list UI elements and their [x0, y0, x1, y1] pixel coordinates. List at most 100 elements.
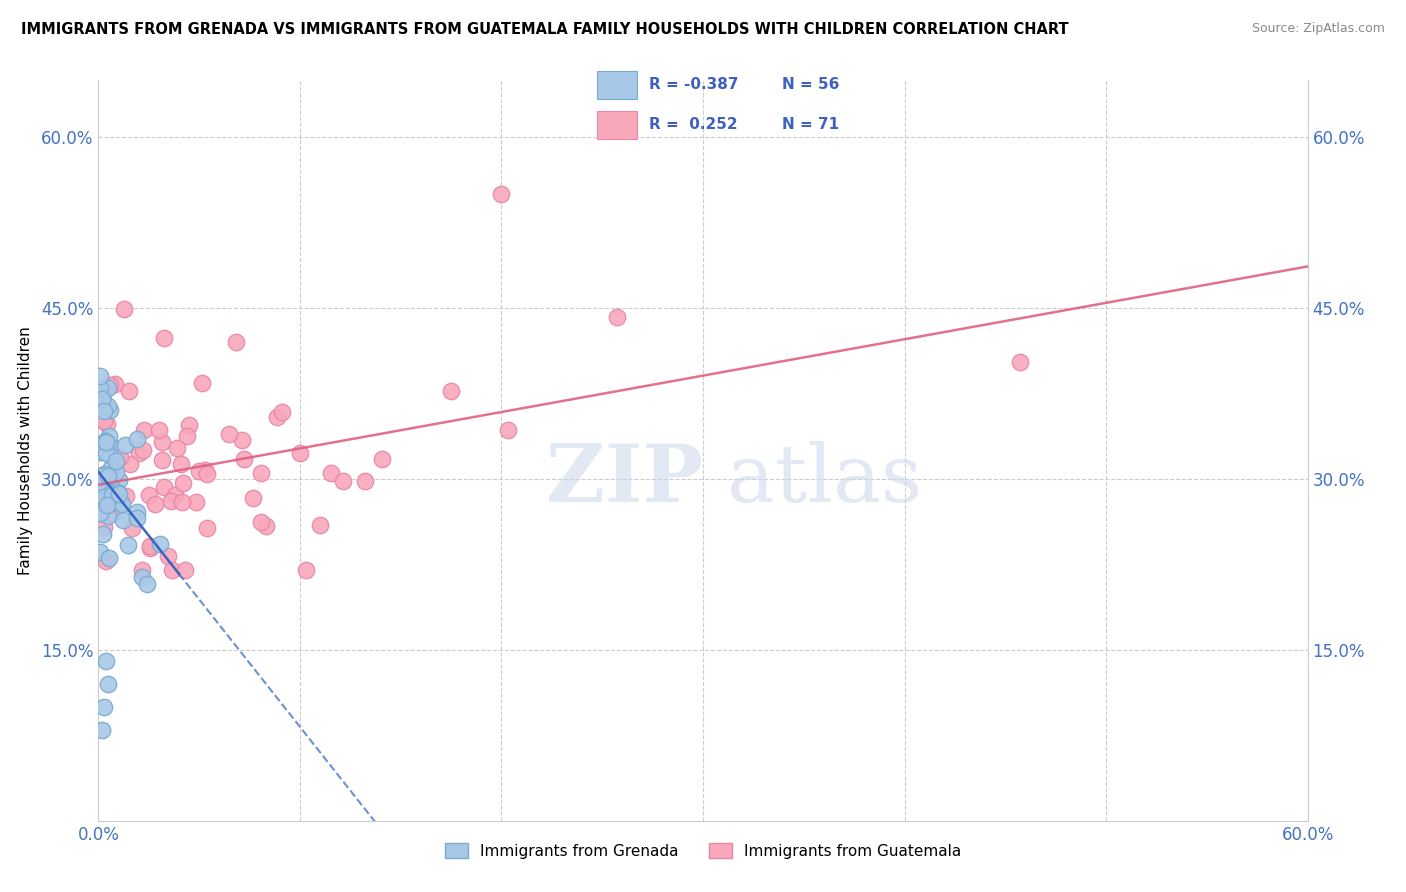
- Point: [150, 434, 173, 449]
- Y-axis label: Family Households with Children: Family Households with Children: [18, 326, 32, 574]
- Point: [1008, 355, 1031, 369]
- Point: [439, 384, 461, 398]
- Point: [96, 498, 118, 512]
- Text: ZIP: ZIP: [546, 441, 703, 519]
- Point: [157, 549, 180, 564]
- Point: [231, 434, 253, 448]
- Point: [111, 497, 134, 511]
- Point: [153, 331, 176, 345]
- Text: N = 71: N = 71: [782, 117, 839, 132]
- Point: [115, 489, 138, 503]
- Point: [170, 457, 193, 471]
- Point: [103, 490, 125, 504]
- Point: [97, 399, 120, 413]
- Point: [232, 451, 254, 466]
- Point: [138, 539, 160, 553]
- Point: [97, 677, 120, 691]
- Point: [94, 434, 117, 449]
- Point: [94, 435, 117, 450]
- Text: R = -0.387: R = -0.387: [650, 78, 738, 93]
- Point: [89, 506, 111, 520]
- Point: [96, 554, 118, 568]
- Point: [93, 497, 115, 511]
- Point: [172, 476, 194, 491]
- Point: [98, 551, 121, 566]
- Point: [96, 654, 118, 668]
- Point: [295, 563, 318, 577]
- Point: [91, 392, 114, 407]
- Point: [132, 423, 155, 437]
- Point: [332, 474, 354, 488]
- Point: [94, 434, 117, 449]
- Point: [98, 403, 121, 417]
- Point: [125, 511, 148, 525]
- Point: [197, 521, 219, 535]
- Point: [370, 451, 392, 466]
- Point: [491, 187, 513, 202]
- Point: [89, 544, 111, 558]
- Point: [111, 513, 134, 527]
- Point: [94, 483, 117, 497]
- Point: [97, 429, 120, 443]
- Point: [108, 473, 131, 487]
- Point: [149, 537, 172, 551]
- Point: [165, 488, 187, 502]
- Point: [91, 723, 114, 737]
- Point: [153, 480, 176, 494]
- Point: [266, 410, 288, 425]
- Point: [93, 403, 115, 417]
- Point: [191, 376, 214, 391]
- Point: [90, 392, 112, 407]
- Point: [177, 418, 200, 433]
- Point: [100, 461, 122, 475]
- Point: [150, 453, 173, 467]
- Point: [143, 497, 166, 511]
- Legend: Immigrants from Grenada, Immigrants from Guatemala: Immigrants from Grenada, Immigrants from…: [439, 837, 967, 865]
- Point: [98, 476, 121, 491]
- Point: [195, 467, 218, 481]
- Point: [96, 417, 118, 431]
- Point: [97, 435, 120, 450]
- Point: [108, 487, 131, 501]
- Point: [91, 477, 114, 491]
- Point: [93, 491, 115, 505]
- Point: [250, 466, 273, 480]
- Point: [93, 467, 115, 482]
- Point: [176, 429, 198, 443]
- Point: [250, 516, 273, 530]
- Point: [118, 457, 141, 471]
- Point: [94, 446, 117, 460]
- Point: [104, 454, 127, 468]
- Point: [496, 423, 519, 437]
- Point: [131, 443, 153, 458]
- Point: [121, 520, 143, 534]
- Point: [254, 518, 277, 533]
- Point: [98, 378, 121, 392]
- Point: [104, 376, 127, 391]
- Point: [97, 381, 120, 395]
- Point: [91, 468, 114, 483]
- Point: [127, 504, 149, 518]
- Point: [97, 469, 120, 483]
- Point: [131, 570, 153, 584]
- Point: [139, 541, 162, 556]
- Point: [354, 475, 377, 489]
- Point: [174, 563, 197, 577]
- Point: [225, 335, 247, 350]
- Text: atlas: atlas: [727, 441, 922, 519]
- Point: [100, 486, 122, 500]
- Point: [166, 441, 188, 455]
- Point: [242, 491, 264, 505]
- Point: [105, 465, 128, 479]
- Point: [107, 500, 129, 514]
- Point: [108, 450, 131, 464]
- Point: [91, 392, 114, 407]
- Point: [288, 445, 311, 459]
- Point: [93, 519, 115, 533]
- Point: [93, 414, 115, 428]
- Point: [112, 302, 135, 317]
- Point: [93, 403, 115, 417]
- Point: [184, 495, 207, 509]
- Text: R =  0.252: R = 0.252: [650, 117, 738, 132]
- Point: [93, 491, 115, 505]
